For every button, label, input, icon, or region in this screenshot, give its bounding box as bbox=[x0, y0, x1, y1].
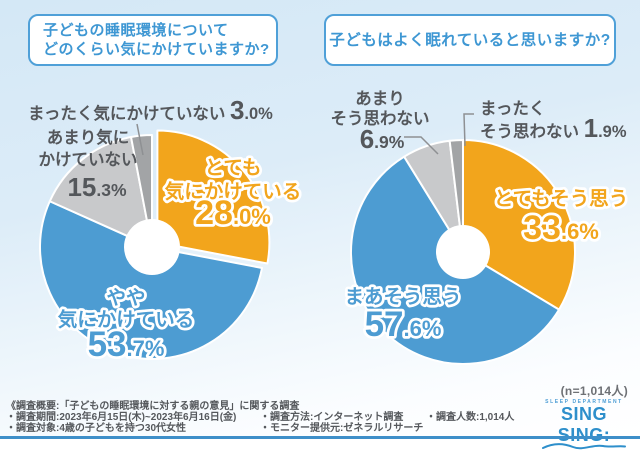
chart1-label-segment-1-value: 28.0% bbox=[195, 194, 271, 232]
chart1-slice-4 bbox=[130, 134, 153, 248]
chart1-label-segment-1: 気にかけている bbox=[165, 180, 302, 203]
sample-size-note: (n=1,014人) bbox=[560, 384, 628, 398]
chart2-label-segment-1: とてもそう思う bbox=[494, 188, 629, 210]
chart1-donut-hole bbox=[124, 219, 180, 275]
chart2-label-segment-4-value: そう思わない 1.9% bbox=[480, 113, 627, 143]
chart1-label-segment-2: やや bbox=[106, 287, 145, 309]
chart1-label-segment-1: とても bbox=[205, 157, 262, 179]
footer-line: 《調査概要:「子どもの睡眠環境に対する親の意見」に関する調査 bbox=[6, 401, 300, 412]
chart2-label-segment-1-value: 33.6% bbox=[523, 209, 599, 247]
footer-column-participants: ・調査人数:1,014人 bbox=[426, 412, 514, 423]
chart2-label-segment-2-value: 57.6% bbox=[365, 305, 442, 344]
chart2-label-segment-4: まったく bbox=[480, 99, 545, 118]
chart1-leader-line-1 bbox=[136, 123, 144, 156]
chart2-leader-line-2 bbox=[463, 113, 474, 147]
chart2-label-segment-3: そう思わない bbox=[331, 109, 430, 128]
question-1-line-2: どのくらい気にかけていますか? bbox=[43, 41, 270, 58]
chart1-label-segment-2: 気にかけている bbox=[58, 308, 195, 331]
chart2-slice-4 bbox=[448, 139, 464, 253]
chart2-label-segment-3: あまり bbox=[355, 89, 405, 108]
chart2-slice-1 bbox=[462, 139, 576, 311]
footer-column-method: ・調査方法:インターネット調査 ・モニター提供元:ゼネラルリサーチ bbox=[260, 412, 423, 434]
chart1-slice-2 bbox=[39, 200, 264, 360]
chart2-leader-line-1 bbox=[404, 136, 439, 155]
footer-line: ・調査対象:4歳の子どもを持つ30代女性 bbox=[6, 423, 187, 434]
bottom-accent-line bbox=[0, 436, 640, 439]
chart1-label-segment-4: まったく気にかけていない 3.0% bbox=[28, 95, 273, 125]
chart1-slice-3 bbox=[48, 135, 153, 248]
chart2-label-segment-2: まあそう思う bbox=[344, 286, 461, 308]
footer-line: ・調査方法:インターネット調査 bbox=[260, 412, 404, 423]
footer-line: ・調査期間:2023年6月15日(木)~2023年6月16日(金) bbox=[6, 412, 237, 423]
chart1-slice-1 bbox=[156, 129, 271, 265]
question-2-line-1: 子どもはよく眠れていると思いますか? bbox=[329, 31, 611, 49]
question-box-2: 子どもはよく眠れていると思いますか? bbox=[324, 14, 616, 66]
chart1-label-segment-2-value: 53.7% bbox=[88, 325, 165, 364]
question-box-1: 子どもの睡眠環境について どのくらい気にかけていますか? bbox=[28, 14, 278, 66]
logo-brand-text: SING SING: bbox=[557, 404, 611, 445]
question-1-line-1: 子どもの睡眠環境について bbox=[43, 22, 229, 39]
chart2-label-segment-3-value: 6.9% bbox=[360, 124, 405, 154]
chart2-donut-hole bbox=[436, 225, 490, 279]
chart1-label-segment-3: あまり気に bbox=[47, 127, 130, 147]
singsing-logo: SLEEP DEPARTMENT SING SING: bbox=[536, 399, 632, 451]
footer-line: ・調査人数:1,014人 bbox=[426, 412, 515, 423]
footer-line: ・モニター提供元:ゼネラルリサーチ bbox=[260, 423, 424, 434]
logo-department-text: SLEEP DEPARTMENT bbox=[545, 399, 623, 405]
footer-column-overview: 《調査概要:「子どもの睡眠環境に対する親の意見」に関する調査 ・調査期間:202… bbox=[6, 401, 299, 434]
survey-footer: 《調査概要:「子どもの睡眠環境に対する親の意見」に関する調査 ・調査期間:202… bbox=[0, 398, 640, 436]
chart1-label-segment-3: かけていない bbox=[39, 150, 138, 169]
chart1-label-segment-3-value: 15.3% bbox=[67, 172, 127, 202]
